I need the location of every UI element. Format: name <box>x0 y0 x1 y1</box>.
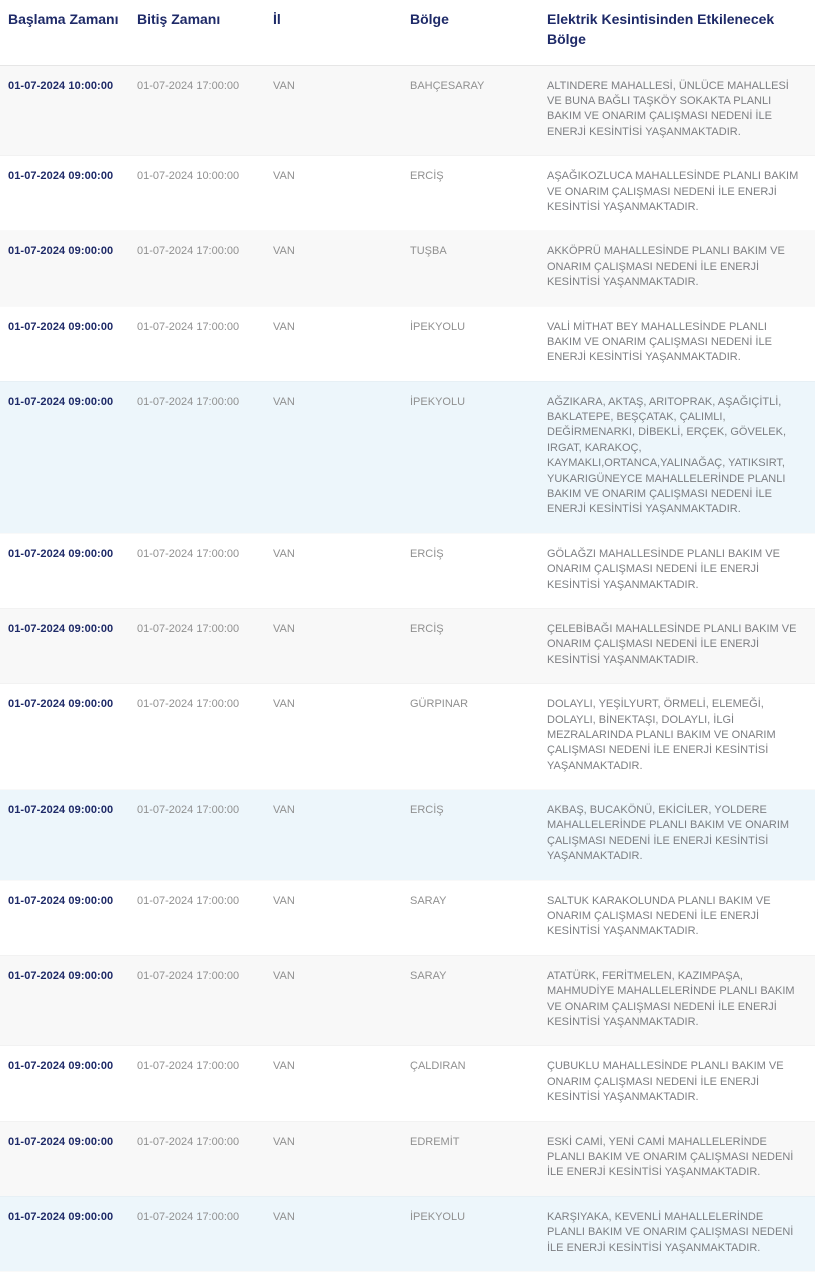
cell-affected-area: DOLAYLI, YEŞİLYURT, ÖRMELİ, ELEMEĞİ, DOL… <box>547 698 776 772</box>
cell-province: VAN <box>273 1060 295 1073</box>
cell-affected-area: ÇUBUKLU MAHALLESİNDE PLANLI BAKIM VE ONA… <box>547 1060 784 1104</box>
col-header-start-time: Başlama Zamanı <box>0 0 137 66</box>
cell-province: VAN <box>273 320 295 333</box>
cell-end-time: 01-07-2024 10:00:00 <box>137 170 240 183</box>
cell-start-time: 01-07-2024 09:00:00 <box>8 698 114 711</box>
cell-start-time: 01-07-2024 09:00:00 <box>8 804 114 817</box>
table-row: 01-07-2024 09:00:00 01-07-2024 17:00:00 … <box>0 1121 815 1197</box>
cell-affected-area: SALTUK KARAKOLUNDA PLANLI BAKIM VE ONARI… <box>547 894 771 938</box>
cell-affected-area: AĞZIKARA, AKTAŞ, ARITOPRAK, AŞAĞIÇİTLİ, … <box>547 395 787 516</box>
cell-district: İPEKYOLU <box>410 395 466 408</box>
table-row: 01-07-2024 09:00:00 01-07-2024 17:00:00 … <box>0 608 815 684</box>
cell-province: VAN <box>273 245 295 258</box>
cell-end-time: 01-07-2024 17:00:00 <box>137 1060 240 1073</box>
cell-district: SARAY <box>410 969 447 982</box>
cell-start-time: 01-07-2024 09:00:00 <box>8 969 114 982</box>
table-row: 01-07-2024 09:00:00 01-07-2024 10:00:00 … <box>0 155 815 231</box>
cell-start-time: 01-07-2024 09:00:00 <box>8 622 114 635</box>
cell-end-time: 01-07-2024 17:00:00 <box>137 1210 240 1223</box>
cell-district: İPEKYOLU <box>410 320 466 333</box>
cell-start-time: 01-07-2024 10:00:00 <box>8 79 114 92</box>
cell-end-time: 01-07-2024 17:00:00 <box>137 395 240 408</box>
table-row: 01-07-2024 09:00:00 01-07-2024 17:00:00 … <box>0 230 815 306</box>
table-header-row: Başlama Zamanı Bitiş Zamanı İl Bölge Ele… <box>0 0 815 66</box>
table-row: 01-07-2024 09:00:00 01-07-2024 17:00:00 … <box>0 880 815 956</box>
cell-affected-area: GÖLAĞZI MAHALLESİNDE PLANLI BAKIM VE ONA… <box>547 547 780 591</box>
cell-district: GÜRPINAR <box>410 698 469 711</box>
cell-province: VAN <box>273 894 295 907</box>
cell-province: VAN <box>273 969 295 982</box>
cell-province: VAN <box>273 622 295 635</box>
cell-start-time: 01-07-2024 09:00:00 <box>8 170 114 183</box>
table-row: 01-07-2024 09:00:00 01-07-2024 17:00:00 … <box>0 683 815 790</box>
cell-affected-area: ESKİ CAMİ, YENİ CAMİ MAHALLELERİNDE PLAN… <box>547 1135 794 1179</box>
table-row: 01-07-2024 09:00:00 01-07-2024 17:00:00 … <box>0 1045 815 1122</box>
cell-district: ERCİŞ <box>410 170 444 183</box>
cell-province: VAN <box>273 1135 295 1148</box>
table-row: 01-07-2024 09:00:00 01-07-2024 17:00:00 … <box>0 306 815 382</box>
cell-district: TUŞBA <box>410 245 447 258</box>
col-header-province: İl <box>273 0 410 66</box>
cell-district: BAHÇESARAY <box>410 79 485 92</box>
cell-start-time: 01-07-2024 09:00:00 <box>8 547 114 560</box>
cell-affected-area: KARŞIYAKA, KEVENLİ MAHALLELERİNDE PLANLI… <box>547 1210 794 1254</box>
cell-end-time: 01-07-2024 17:00:00 <box>137 622 240 635</box>
cell-province: VAN <box>273 547 295 560</box>
cell-affected-area: ATATÜRK, FERİTMELEN, KAZIMPAŞA, MAHMUDİY… <box>547 969 795 1028</box>
cell-district: ÇALDIRAN <box>410 1060 466 1073</box>
cell-district: ERCİŞ <box>410 622 444 635</box>
cell-affected-area: AKKÖPRÜ MAHALLESİNDE PLANLI BAKIM VE ONA… <box>547 245 785 289</box>
cell-start-time: 01-07-2024 09:00:00 <box>8 1060 114 1073</box>
cell-district: SARAY <box>410 894 447 907</box>
cell-end-time: 01-07-2024 17:00:00 <box>137 1135 240 1148</box>
table-row: 01-07-2024 10:00:00 01-07-2024 17:00:00 … <box>0 65 815 156</box>
cell-start-time: 01-07-2024 09:00:00 <box>8 894 114 907</box>
table-body: 01-07-2024 10:00:00 01-07-2024 17:00:00 … <box>0 65 815 1272</box>
cell-start-time: 01-07-2024 09:00:00 <box>8 1135 114 1148</box>
col-header-end-time: Bitiş Zamanı <box>137 0 273 66</box>
cell-district: EDREMİT <box>410 1135 460 1148</box>
cell-start-time: 01-07-2024 09:00:00 <box>8 1210 114 1223</box>
cell-start-time: 01-07-2024 09:00:00 <box>8 320 114 333</box>
cell-affected-area: ÇELEBİBAĞI MAHALLESİNDE PLANLI BAKIM VE … <box>547 622 797 666</box>
cell-district: ERCİŞ <box>410 804 444 817</box>
cell-end-time: 01-07-2024 17:00:00 <box>137 320 240 333</box>
cell-affected-area: ALTINDERE MAHALLESİ, ÜNLÜCE MAHALLESİ VE… <box>547 79 789 138</box>
table-row: 01-07-2024 09:00:00 01-07-2024 17:00:00 … <box>0 533 815 609</box>
table-row: 01-07-2024 09:00:00 01-07-2024 17:00:00 … <box>0 955 815 1046</box>
table-row: 01-07-2024 09:00:00 01-07-2024 17:00:00 … <box>0 381 815 534</box>
cell-end-time: 01-07-2024 17:00:00 <box>137 698 240 711</box>
cell-province: VAN <box>273 698 295 711</box>
table-row: 01-07-2024 09:00:00 01-07-2024 17:00:00 … <box>0 1196 815 1272</box>
cell-end-time: 01-07-2024 17:00:00 <box>137 79 240 92</box>
cell-affected-area: AKBAŞ, BUCAKÖNÜ, EKİCİLER, YOLDERE MAHAL… <box>547 804 790 863</box>
cell-end-time: 01-07-2024 17:00:00 <box>137 804 240 817</box>
cell-end-time: 01-07-2024 17:00:00 <box>137 245 240 258</box>
cell-affected-area: VALİ MİTHAT BEY MAHALLESİNDE PLANLI BAKI… <box>547 320 772 364</box>
table-row: 01-07-2024 09:00:00 01-07-2024 17:00:00 … <box>0 789 815 881</box>
cell-affected-area: AŞAĞIKOZLUCA MAHALLESİNDE PLANLI BAKIM V… <box>547 170 799 213</box>
cell-start-time: 01-07-2024 09:00:00 <box>8 395 114 408</box>
cell-end-time: 01-07-2024 17:00:00 <box>137 547 240 560</box>
cell-start-time: 01-07-2024 09:00:00 <box>8 245 114 258</box>
cell-end-time: 01-07-2024 17:00:00 <box>137 969 240 982</box>
cell-end-time: 01-07-2024 17:00:00 <box>137 894 240 907</box>
cell-province: VAN <box>273 170 295 183</box>
col-header-affected-area: Elektrik Kesintisinden Etkilenecek Bölge <box>547 0 815 66</box>
cell-province: VAN <box>273 395 295 408</box>
cell-province: VAN <box>273 804 295 817</box>
cell-district: İPEKYOLU <box>410 1210 466 1223</box>
col-header-district: Bölge <box>410 0 547 66</box>
cell-province: VAN <box>273 79 295 92</box>
cell-province: VAN <box>273 1210 295 1223</box>
cell-district: ERCİŞ <box>410 547 444 560</box>
